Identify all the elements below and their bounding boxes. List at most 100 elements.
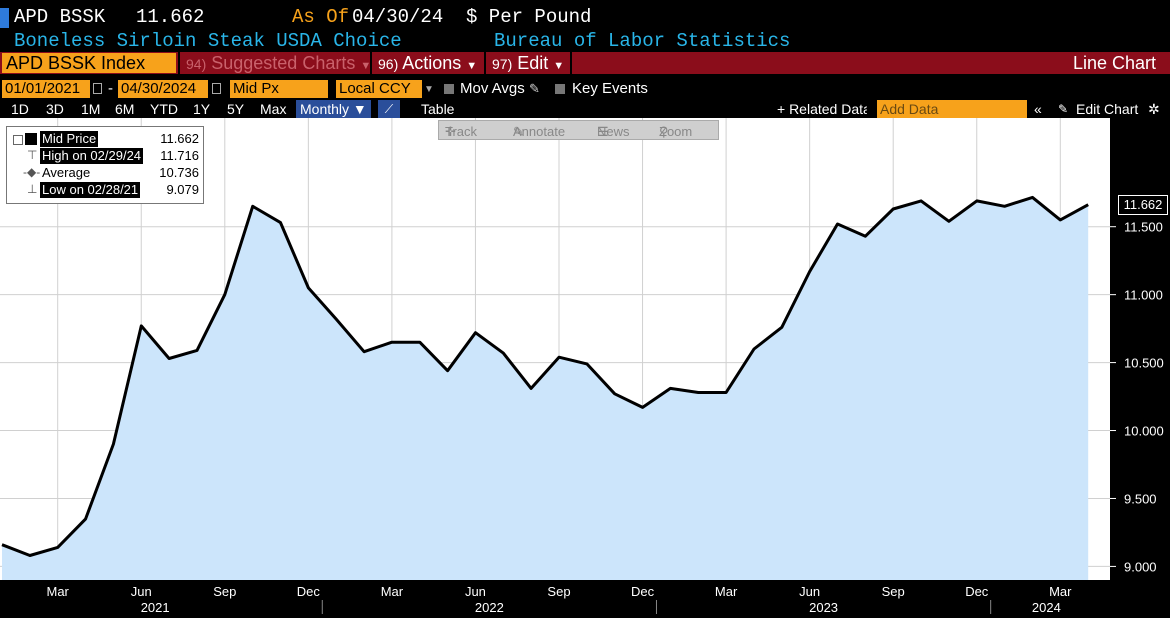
pencil-icon[interactable]: ✎: [1058, 102, 1069, 116]
average-marker-icon: -◆-: [23, 165, 41, 179]
legend-label: High on 02/29/24: [40, 148, 144, 164]
menu-separator: [484, 52, 486, 74]
y-tick-label: 9.500: [1124, 491, 1157, 506]
asof-label: As Of: [292, 6, 350, 28]
line-chart-icon[interactable]: ⟋: [378, 100, 400, 118]
y-tick-label: 10.500: [1124, 356, 1164, 371]
legend-toggle-icon[interactable]: [13, 135, 23, 145]
gear-icon[interactable]: ✲: [1148, 101, 1160, 117]
x-tick-label: Mar: [47, 584, 70, 599]
legend-swatch-icon: [25, 133, 37, 145]
x-tick-label: Dec: [297, 584, 321, 599]
start-date-input[interactable]: 01/01/2021: [2, 80, 90, 98]
price-line: [1, 195, 1089, 557]
pencil-icon[interactable]: ✎: [529, 81, 540, 96]
dropdown-caret-icon[interactable]: ▼: [424, 84, 434, 95]
add-data-input[interactable]: Add Data: [877, 100, 1027, 118]
pencil-icon: ✎: [513, 124, 524, 139]
high-marker-icon: ⊤: [27, 148, 38, 162]
caret-down-icon: ▼: [553, 60, 565, 72]
caret-down-icon: ▼: [466, 60, 478, 72]
ticker-label: APD BSSK: [14, 6, 106, 28]
y-tick-label: 10.000: [1124, 424, 1164, 439]
related-data-button[interactable]: + Related Data: [777, 101, 867, 117]
legend-value: 10.736: [159, 165, 199, 180]
x-year-label: 2021: [141, 600, 170, 615]
y-tick-label: 9.000: [1124, 559, 1157, 574]
x-tick-label: Mar: [1049, 584, 1072, 599]
date-dash: -: [108, 80, 113, 97]
period-6m[interactable]: 6M: [115, 101, 135, 117]
x-tick-label: Jun: [799, 584, 820, 599]
mov-avgs-checkbox[interactable]: [444, 84, 454, 94]
calendar-icon[interactable]: [212, 83, 221, 94]
price-area: [2, 197, 1089, 580]
legend-row-mid: Mid Price 11.662: [7, 131, 205, 148]
x-axis-labels: Mar Jun Sep Dec Mar Jun Sep Dec Mar Jun Sep Dec Mar2…: [47, 584, 1073, 615]
period-1m[interactable]: 1M: [81, 101, 101, 117]
legend-value: 11.716: [160, 148, 199, 163]
end-date-input[interactable]: 04/30/2024: [118, 80, 208, 98]
table-button[interactable]: Table: [421, 101, 455, 117]
actions-menu[interactable]: 96) Actions ▼: [378, 53, 478, 73]
legend-value: 11.662: [160, 131, 199, 146]
x-tick-label: Mar: [381, 584, 404, 599]
menu-bar: APD BSSK Index 94) Suggested Charts ▼ 96…: [0, 52, 1170, 74]
x-tick-label: Sep: [547, 584, 570, 599]
security-header: APD BSSK 11.662 As Of 04/30/24 $ Per Pou…: [0, 4, 1170, 30]
period-toolbar: 1D 3D 1M 6M YTD 1Y 5Y Max Monthly ▼ ⟋ Ta…: [0, 100, 1170, 118]
field-input[interactable]: Mid Px: [230, 80, 328, 98]
chart-type-label[interactable]: Line Chart: [1072, 53, 1156, 73]
calendar-icon[interactable]: [93, 83, 102, 94]
x-tick-label: Jun: [465, 584, 486, 599]
period-5y[interactable]: 5Y: [227, 101, 245, 117]
legend-row-low: ⊥ Low on 02/28/21 9.079: [7, 182, 205, 199]
menu-separator: [370, 52, 372, 74]
legend-row-average: -◆- Average 10.736: [7, 165, 205, 182]
collapse-icon[interactable]: «: [1034, 101, 1042, 117]
suggested-charts-menu[interactable]: 94) Suggested Charts ▼: [186, 53, 372, 73]
header-marker: [0, 8, 9, 28]
period-max[interactable]: Max: [260, 101, 287, 117]
period-1y[interactable]: 1Y: [193, 101, 211, 117]
x-tick-label: Jun: [131, 584, 152, 599]
x-tick-label: Dec: [965, 584, 989, 599]
edit-menu[interactable]: 97) Edit ▼: [492, 53, 565, 73]
data-source: Bureau of Labor Statistics: [494, 30, 791, 52]
currency-select[interactable]: Local CCY: [336, 80, 422, 98]
last-price: 11.662: [136, 6, 205, 28]
x-year-label: 2022: [475, 600, 504, 615]
y-tick-label: 11.000: [1124, 288, 1163, 303]
menu-separator: [178, 52, 180, 74]
legend-label: Average: [42, 165, 91, 180]
key-events-label[interactable]: Key Events: [572, 80, 648, 97]
asof-date: 04/30/24: [352, 6, 444, 28]
security-name: Boneless Sirloin Steak USDA Choice: [14, 30, 402, 52]
x-tick-label: Mar: [715, 584, 738, 599]
x-tick-label: Sep: [213, 584, 236, 599]
chart-tools: ✛ Track ✎ Annotate ☰ News ⚲ Zoom: [438, 120, 719, 140]
y-tick-label: 11.500: [1124, 220, 1163, 235]
frequency-select[interactable]: Monthly ▼: [296, 100, 371, 118]
mov-avgs-label[interactable]: Mov Avgs: [460, 80, 525, 97]
legend-label: Mid Price: [40, 131, 99, 147]
legend-label: Low on 02/28/21: [40, 182, 141, 198]
period-1d[interactable]: 1D: [11, 101, 29, 117]
x-year-label: 2024: [1032, 600, 1061, 615]
news-icon: ☰: [597, 124, 609, 139]
x-year-label: 2023: [809, 600, 838, 615]
crosshair-icon: ✛: [445, 124, 456, 139]
chart-controls: 01/01/2021 - 04/30/2024 Mid Px Local CCY…: [0, 78, 1170, 100]
security-input[interactable]: APD BSSK Index: [2, 53, 176, 73]
legend[interactable]: Mid Price 11.662 ⊤ High on 02/29/24 11.7…: [6, 126, 204, 204]
period-ytd[interactable]: YTD: [150, 101, 178, 117]
unit-label: $ Per Pound: [466, 6, 592, 28]
low-marker-icon: ⊥: [27, 182, 38, 196]
period-3d[interactable]: 3D: [46, 101, 64, 117]
edit-chart-button[interactable]: Edit Chart: [1076, 101, 1139, 117]
x-tick-label: Dec: [631, 584, 655, 599]
key-events-checkbox[interactable]: [555, 84, 565, 94]
caret-down-icon: ▼: [360, 60, 372, 72]
magnifier-icon: ⚲: [659, 124, 669, 139]
